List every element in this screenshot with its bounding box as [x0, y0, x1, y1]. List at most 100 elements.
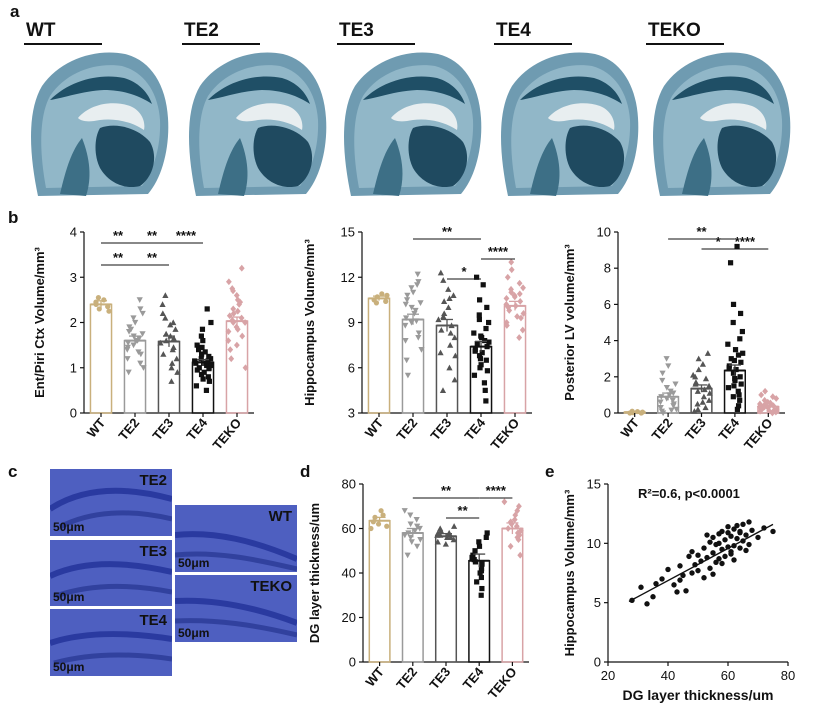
data-point-te4 — [201, 369, 207, 375]
x-tick-label: TE3 — [149, 415, 176, 443]
data-point-teko — [758, 391, 765, 399]
data-point — [689, 570, 695, 576]
data-point — [722, 553, 728, 560]
brain-slice-image — [31, 52, 169, 197]
brain-slice-te4: TE4 — [490, 18, 642, 198]
scale-bar-label: 50μm — [53, 520, 85, 534]
data-point-te2 — [408, 285, 415, 291]
data-point — [725, 524, 731, 530]
data-point-te2 — [659, 370, 666, 377]
data-point-teko — [238, 314, 245, 322]
data-point-wt — [380, 512, 386, 518]
data-point-te3 — [706, 389, 713, 396]
data-point-te2 — [414, 271, 421, 278]
data-point-te4 — [469, 554, 475, 561]
data-point-te4 — [478, 333, 484, 339]
data-point-te2 — [669, 397, 676, 404]
bar-te2 — [401, 318, 425, 414]
data-point-te4 — [474, 341, 480, 347]
data-point-te3 — [440, 277, 447, 283]
data-point-te2 — [413, 517, 420, 523]
micrograph-te4: TE4 50μm — [50, 609, 172, 676]
data-point-te3 — [435, 316, 442, 323]
data-point — [695, 552, 701, 558]
data-point-teko — [503, 294, 510, 302]
data-point-te3 — [451, 376, 458, 383]
data-point-te3 — [160, 351, 167, 357]
data-point-teko — [757, 400, 763, 408]
data-point-te3 — [699, 399, 706, 405]
slice-label-underline — [337, 43, 415, 45]
data-point-te4 — [198, 371, 205, 378]
slice-label-underline — [182, 43, 260, 45]
data-point-teko — [508, 258, 515, 266]
data-point-te2 — [411, 528, 419, 534]
y-tick-label: 4 — [70, 225, 77, 240]
data-point-te3 — [168, 364, 175, 371]
x-tick-label: TE2 — [393, 664, 420, 692]
y-tick-label: 9 — [348, 315, 355, 330]
data-point-te3 — [170, 319, 177, 326]
data-point-teko — [511, 516, 518, 523]
data-point-te4 — [483, 357, 489, 363]
data-point — [734, 535, 740, 542]
significance-label: ** — [442, 224, 453, 239]
data-point-wt — [379, 291, 385, 297]
significance-label: **** — [735, 234, 756, 249]
data-point-te4 — [735, 388, 741, 394]
data-point-te2 — [407, 512, 414, 519]
data-point-te2 — [125, 369, 132, 376]
data-point-teko — [508, 285, 514, 293]
data-point-te4 — [482, 338, 488, 344]
data-point-te2 — [139, 310, 146, 317]
significance-label: **** — [486, 483, 507, 498]
data-point — [716, 540, 722, 547]
micrograph-label: WT — [268, 508, 292, 525]
data-point-te3 — [695, 355, 702, 362]
data-point-te3 — [450, 292, 457, 298]
data-point-te3 — [441, 310, 448, 317]
x-tick-label: WT — [362, 664, 387, 689]
data-point-te2 — [659, 377, 666, 384]
data-point-te2 — [132, 319, 139, 326]
data-point-te2 — [127, 326, 135, 333]
data-point-te4 — [206, 353, 212, 360]
x-tick-label: TE4 — [461, 415, 488, 443]
data-point-te4 — [730, 394, 736, 400]
data-point-te3 — [694, 400, 701, 407]
y-tick-label: 0 — [604, 406, 611, 421]
data-point — [746, 519, 752, 525]
micrograph-te2: TE2 50μm — [50, 469, 172, 536]
data-point-te4 — [739, 328, 745, 335]
data-point — [695, 567, 701, 574]
data-point-teko — [514, 507, 521, 515]
data-point-te3 — [437, 269, 444, 276]
data-point-te4 — [725, 385, 732, 391]
brain-slice-te2: TE2 — [178, 18, 330, 198]
data-point — [725, 529, 731, 536]
panel-letter-e: e — [545, 462, 555, 481]
micrograph-label: TEKO — [250, 578, 292, 595]
y-tick-label: 15 — [341, 225, 355, 240]
data-point-te3 — [173, 355, 180, 362]
brain-slice-image — [501, 52, 639, 197]
data-point-te4 — [481, 380, 488, 386]
y-tick-label: 40 — [342, 566, 356, 581]
significance-label: ** — [696, 224, 707, 239]
bar-wt — [89, 303, 113, 414]
data-point-te4 — [472, 348, 478, 354]
data-point-te4 — [725, 341, 731, 347]
y-tick-label: 60 — [342, 521, 356, 536]
y-tick-label: 20 — [342, 610, 356, 625]
data-point — [731, 557, 737, 563]
data-point — [770, 528, 776, 535]
data-point-te2 — [668, 407, 675, 414]
data-point-te3 — [437, 525, 444, 532]
data-point-te4 — [477, 356, 484, 362]
data-point-te2 — [130, 342, 137, 349]
y-tick-label: 0 — [349, 655, 356, 670]
data-point-te2 — [672, 381, 679, 388]
data-point-wt — [373, 300, 380, 306]
x-axis-label: DG layer thickness/um — [623, 687, 774, 703]
